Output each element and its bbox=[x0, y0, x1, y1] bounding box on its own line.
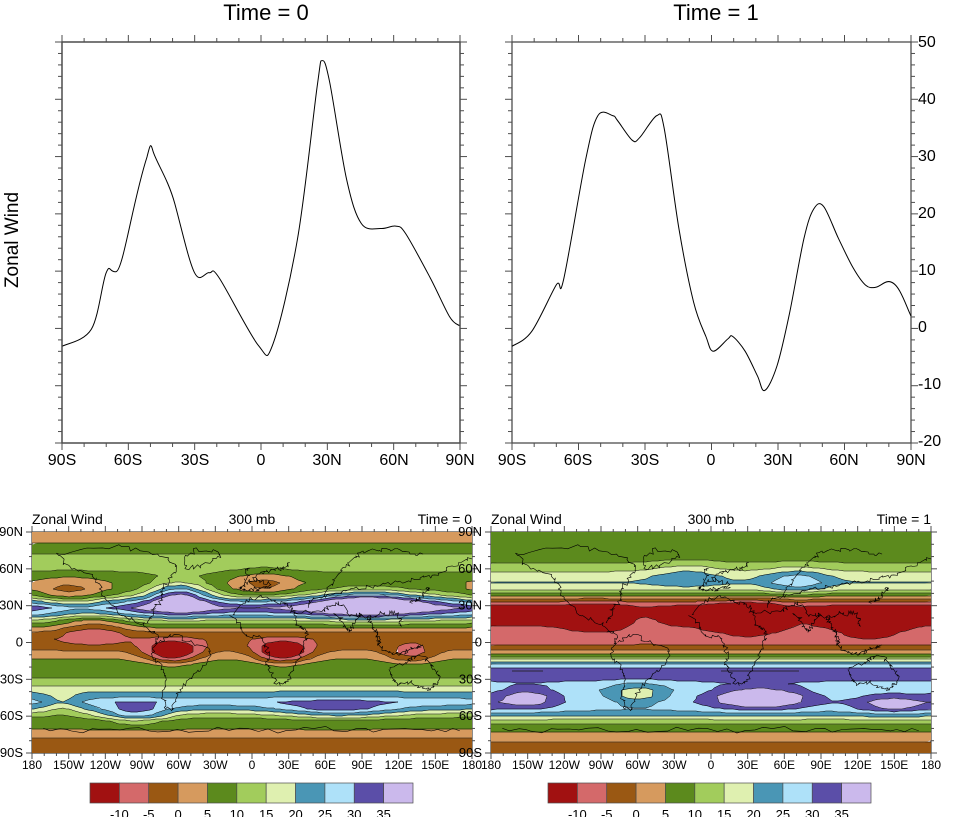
svg-text:0: 0 bbox=[918, 319, 927, 336]
svg-text:180: 180 bbox=[462, 758, 482, 772]
svg-text:60N: 60N bbox=[0, 561, 23, 576]
svg-text:0: 0 bbox=[16, 635, 23, 650]
svg-text:Zonal Wind: Zonal Wind bbox=[32, 511, 103, 527]
svg-text:60E: 60E bbox=[315, 758, 336, 772]
svg-text:30N: 30N bbox=[0, 598, 23, 613]
svg-text:300 mb: 300 mb bbox=[229, 511, 276, 527]
svg-text:0: 0 bbox=[174, 807, 181, 817]
svg-text:50: 50 bbox=[918, 34, 936, 51]
svg-text:60N: 60N bbox=[829, 452, 858, 469]
svg-text:35: 35 bbox=[834, 807, 848, 817]
svg-text:30: 30 bbox=[347, 807, 361, 817]
svg-text:30N: 30N bbox=[312, 452, 341, 469]
svg-text:90N: 90N bbox=[896, 452, 925, 469]
svg-text:30E: 30E bbox=[737, 758, 758, 772]
svg-text:0: 0 bbox=[632, 807, 639, 817]
svg-text:150E: 150E bbox=[880, 758, 908, 772]
svg-text:0: 0 bbox=[249, 758, 256, 772]
svg-text:-20: -20 bbox=[918, 433, 941, 450]
svg-text:30N: 30N bbox=[458, 598, 482, 613]
svg-text:30S: 30S bbox=[631, 452, 659, 469]
svg-text:60S: 60S bbox=[0, 708, 23, 723]
svg-text:30S: 30S bbox=[0, 671, 23, 686]
svg-text:60W: 60W bbox=[166, 758, 191, 772]
svg-text:90W: 90W bbox=[130, 758, 155, 772]
svg-text:90N: 90N bbox=[458, 524, 482, 539]
svg-text:25: 25 bbox=[318, 807, 332, 817]
svg-text:90E: 90E bbox=[810, 758, 831, 772]
svg-text:60N: 60N bbox=[379, 452, 408, 469]
svg-text:-10: -10 bbox=[568, 807, 587, 817]
svg-text:90S: 90S bbox=[498, 452, 526, 469]
svg-text:5: 5 bbox=[204, 807, 211, 817]
svg-text:180: 180 bbox=[921, 758, 941, 772]
svg-text:90S: 90S bbox=[0, 745, 23, 760]
svg-text:180: 180 bbox=[22, 758, 42, 772]
svg-text:0: 0 bbox=[707, 452, 716, 469]
svg-text:30W: 30W bbox=[662, 758, 687, 772]
svg-text:90N: 90N bbox=[0, 524, 23, 539]
svg-text:Zonal Wind: Zonal Wind bbox=[2, 192, 23, 288]
svg-text:120E: 120E bbox=[844, 758, 872, 772]
svg-text:30W: 30W bbox=[203, 758, 228, 772]
svg-text:0: 0 bbox=[475, 635, 482, 650]
svg-text:90S: 90S bbox=[459, 745, 482, 760]
svg-text:60S: 60S bbox=[459, 708, 482, 723]
svg-text:90N: 90N bbox=[445, 452, 474, 469]
svg-text:180: 180 bbox=[481, 758, 501, 772]
svg-text:30E: 30E bbox=[278, 758, 299, 772]
svg-text:90W: 90W bbox=[589, 758, 614, 772]
svg-text:10: 10 bbox=[918, 262, 936, 279]
svg-text:150E: 150E bbox=[421, 758, 449, 772]
svg-text:30: 30 bbox=[918, 148, 936, 165]
svg-text:30: 30 bbox=[805, 807, 819, 817]
svg-text:-10: -10 bbox=[110, 807, 129, 817]
svg-text:-10: -10 bbox=[918, 376, 941, 393]
svg-text:90E: 90E bbox=[351, 758, 372, 772]
svg-text:300 mb: 300 mb bbox=[688, 511, 735, 527]
svg-text:Time = 1: Time = 1 bbox=[877, 511, 932, 527]
svg-text:60S: 60S bbox=[114, 452, 142, 469]
svg-text:Time = 1: Time = 1 bbox=[673, 0, 758, 25]
svg-text:20: 20 bbox=[746, 807, 760, 817]
svg-text:0: 0 bbox=[257, 452, 266, 469]
svg-text:35: 35 bbox=[376, 807, 390, 817]
svg-text:120W: 120W bbox=[90, 758, 122, 772]
svg-text:150W: 150W bbox=[53, 758, 85, 772]
svg-text:0: 0 bbox=[708, 758, 715, 772]
svg-text:10: 10 bbox=[230, 807, 244, 817]
svg-text:Time = 0: Time = 0 bbox=[223, 0, 308, 25]
svg-text:20: 20 bbox=[918, 205, 936, 222]
svg-text:15: 15 bbox=[259, 807, 273, 817]
svg-text:60S: 60S bbox=[564, 452, 592, 469]
svg-text:120W: 120W bbox=[549, 758, 581, 772]
svg-text:90S: 90S bbox=[48, 452, 76, 469]
svg-text:60N: 60N bbox=[458, 561, 482, 576]
svg-text:-5: -5 bbox=[601, 807, 613, 817]
svg-text:30S: 30S bbox=[459, 671, 482, 686]
svg-text:15: 15 bbox=[717, 807, 731, 817]
svg-text:10: 10 bbox=[688, 807, 702, 817]
svg-text:40: 40 bbox=[918, 91, 936, 108]
svg-text:Zonal Wind: Zonal Wind bbox=[491, 511, 562, 527]
svg-text:20: 20 bbox=[288, 807, 302, 817]
svg-text:60E: 60E bbox=[774, 758, 795, 772]
svg-text:120E: 120E bbox=[385, 758, 413, 772]
svg-text:25: 25 bbox=[776, 807, 790, 817]
svg-text:30N: 30N bbox=[763, 452, 792, 469]
svg-text:30S: 30S bbox=[181, 452, 209, 469]
svg-text:-5: -5 bbox=[143, 807, 155, 817]
svg-text:5: 5 bbox=[662, 807, 669, 817]
svg-text:150W: 150W bbox=[512, 758, 544, 772]
svg-text:60W: 60W bbox=[625, 758, 650, 772]
